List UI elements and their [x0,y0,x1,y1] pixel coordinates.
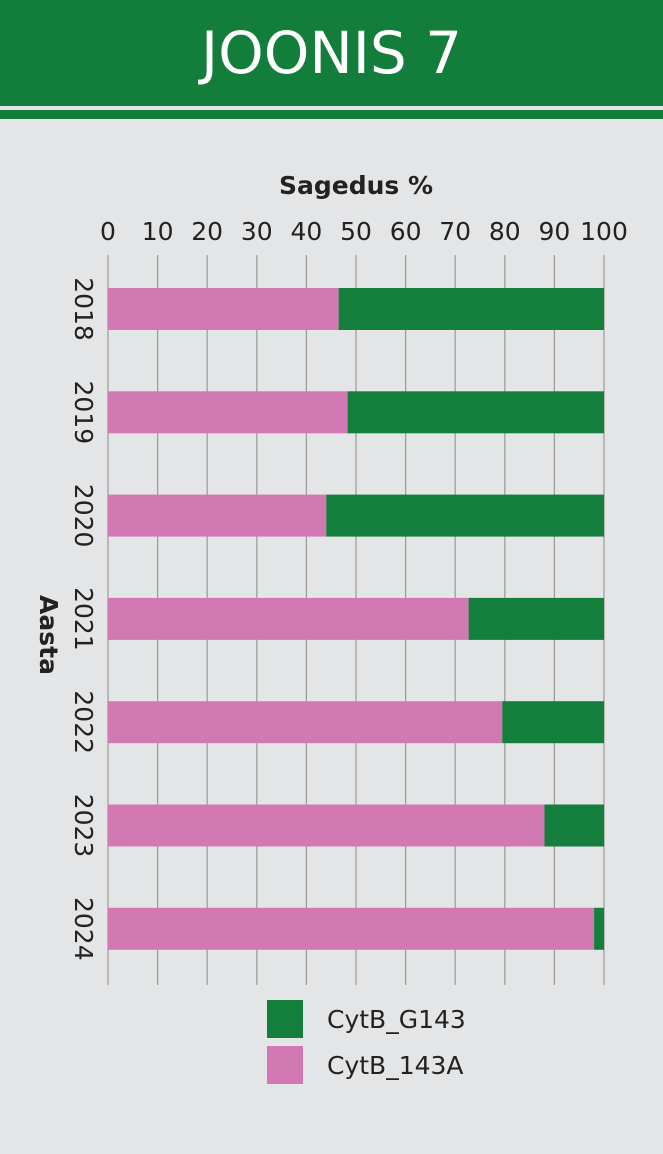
x-tick-label: 100 [580,217,628,246]
legend-label-pink: CytB_143A [327,1050,464,1080]
y-tick-label: 2020 [69,484,98,548]
bar-cytb-143a [108,288,339,330]
y-tick-label: 2022 [69,690,98,754]
bar-cytb-143a [108,597,469,640]
bar-cytb-143a [108,701,503,744]
x-tick-label: 60 [390,217,422,246]
x-tick-label: 50 [340,217,372,246]
header-rule [0,110,663,119]
y-axis-label: Aasta [34,595,63,675]
x-tick-label: 80 [489,217,521,246]
figure-header: JOONIS 7 [0,0,663,106]
y-tick-label: 2023 [69,794,98,858]
bar-cytb-g143 [594,907,604,950]
figure-title: JOONIS 7 [200,19,463,87]
bar-cytb-g143 [502,701,604,744]
legend-label-green: CytB_G143 [327,1004,466,1034]
legend-swatch-green [267,1000,303,1038]
bar-cytb-143a [108,494,327,537]
x-tick-label: 10 [142,217,174,246]
x-tick-label: 40 [290,217,322,246]
bar-cytb-143a [108,804,545,847]
x-axis-label: Sagedus % [279,171,433,200]
y-tick-label: 2021 [69,587,98,651]
x-tick-label: 0 [100,217,116,246]
legend-swatch-pink [267,1046,303,1084]
bar-cytb-143a [108,907,595,950]
bar-cytb-143a [108,391,348,434]
legend-item-pink: CytB_143A [267,1042,466,1088]
y-tick-label: 2018 [69,277,98,341]
bar-cytb-g143 [468,597,604,640]
bar-cytb-g143 [544,804,604,847]
x-tick-label: 90 [538,217,570,246]
x-tick-label: 30 [241,217,273,246]
y-tick-label: 2019 [69,380,98,444]
x-tick-label: 70 [439,217,471,246]
x-tick-label: 20 [191,217,223,246]
legend: CytB_G143 CytB_143A [267,996,466,1088]
legend-item-green: CytB_G143 [267,996,466,1042]
y-tick-label: 2024 [69,897,98,961]
bar-cytb-g143 [326,494,604,537]
bar-cytb-g143 [347,391,604,434]
bar-cytb-g143 [338,288,604,330]
